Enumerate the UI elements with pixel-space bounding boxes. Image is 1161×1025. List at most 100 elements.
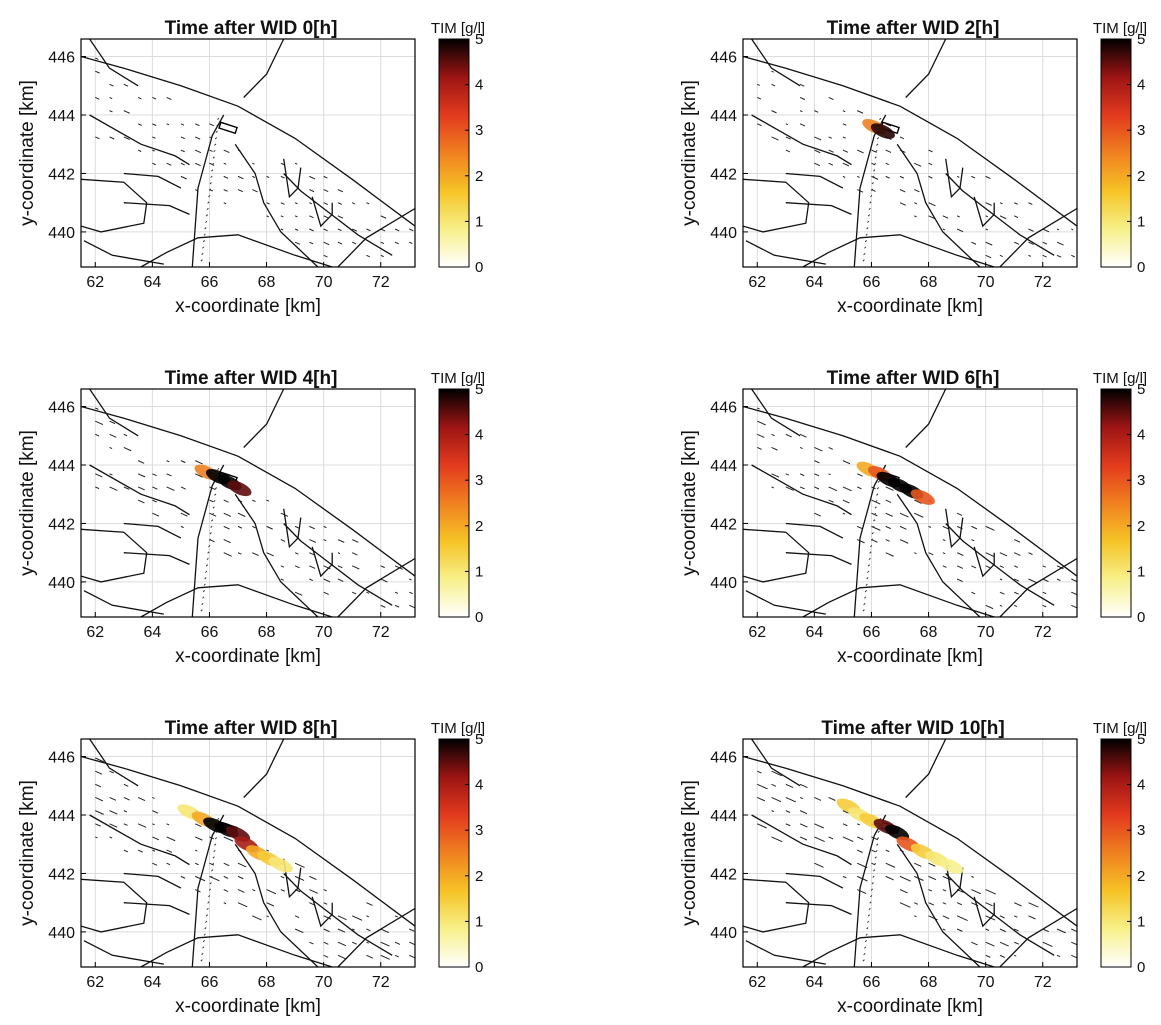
flow-vector <box>280 565 285 568</box>
flow-vector <box>266 849 270 852</box>
harbor-outline <box>743 39 1077 267</box>
flow-vector <box>985 941 995 947</box>
flow-vector <box>871 539 878 543</box>
coastline <box>81 755 415 927</box>
flow-vector <box>394 604 400 608</box>
flow-vector <box>899 136 905 140</box>
flow-vector <box>885 499 892 503</box>
flow-vector <box>337 941 347 947</box>
flow-vector <box>872 525 875 528</box>
flow-vector <box>337 578 344 582</box>
chart-title: Time after WID 10[h] <box>821 718 1004 739</box>
plot-area <box>81 389 415 617</box>
coastline <box>973 546 995 578</box>
flow-vector <box>351 591 357 595</box>
flow-vector <box>866 577 869 580</box>
flow-vector <box>380 254 384 258</box>
coastline <box>945 858 964 899</box>
y-tick-label: 442 <box>710 516 737 533</box>
flow-vector <box>351 565 360 570</box>
coastline <box>243 389 285 448</box>
flow-vector <box>862 959 865 962</box>
coastline <box>337 207 415 267</box>
flow-vector <box>210 175 213 178</box>
y-axis-label: y-coordinate [km] <box>17 780 38 926</box>
plume-point <box>910 489 935 505</box>
flow-vector <box>323 889 327 892</box>
flow-vector <box>999 915 1005 919</box>
flow-vector <box>211 869 214 872</box>
flow-vector <box>166 823 170 826</box>
flow-vector <box>867 920 870 923</box>
x-tick-label: 62 <box>748 974 766 991</box>
flow-vector <box>1013 241 1020 245</box>
flow-vector <box>366 915 369 918</box>
flow-vector <box>928 175 933 179</box>
flow-vector <box>214 143 217 146</box>
colorbar-tick-label: 3 <box>475 122 483 139</box>
flow-vector <box>842 512 846 515</box>
flow-vector <box>109 433 117 438</box>
flow-vector <box>95 407 99 410</box>
colorbar <box>1100 388 1132 618</box>
flow-vector <box>864 590 868 593</box>
coastline <box>785 552 852 565</box>
flow-vector <box>137 97 142 100</box>
y-tick-label: 446 <box>710 50 737 67</box>
coastline <box>81 178 148 233</box>
flow-vector <box>95 797 104 802</box>
flow-vector <box>842 460 851 465</box>
plume-layer <box>194 464 252 497</box>
flow-vector <box>999 591 1005 595</box>
flow-vector <box>999 604 1003 607</box>
y-tick-label: 440 <box>48 575 75 592</box>
flow-vector <box>757 797 766 802</box>
flow-vector <box>885 875 894 881</box>
flow-vector <box>1071 604 1077 609</box>
flow-vector <box>351 552 358 556</box>
flow-vectors <box>757 70 1075 262</box>
flow-vector <box>380 565 385 569</box>
flow-vector <box>928 875 937 881</box>
flow-vector <box>1042 565 1046 568</box>
flow-vector <box>863 602 866 606</box>
flow-vector <box>252 175 256 179</box>
flow-vector <box>217 467 220 471</box>
map-layer <box>81 739 415 967</box>
flow-vector <box>985 215 989 218</box>
flow-vector <box>409 591 413 595</box>
flow-vector <box>856 175 860 178</box>
flow-vectors <box>757 407 1077 612</box>
flow-vector <box>771 770 783 777</box>
flow-vector <box>856 539 865 544</box>
flow-vector <box>867 570 870 573</box>
colorbar-tick-label: 4 <box>475 77 483 94</box>
flow-vector <box>180 175 187 180</box>
flow-vector <box>294 162 298 165</box>
flow-vector <box>1013 902 1022 907</box>
flow-vector <box>956 565 964 569</box>
flow-vector <box>871 149 877 153</box>
flow-vector <box>899 889 908 894</box>
flow-vector <box>394 591 398 594</box>
flow-vector <box>109 83 114 87</box>
coastline <box>337 907 415 967</box>
flow-vector <box>1013 578 1020 582</box>
flow-vector <box>223 149 230 154</box>
flow-vector <box>214 843 217 846</box>
flow-vector <box>985 954 991 958</box>
flow-vector <box>351 941 357 945</box>
flow-vector <box>942 228 946 231</box>
flow-vector <box>799 486 805 490</box>
flow-vector <box>252 552 259 556</box>
flow-vector <box>194 136 201 140</box>
flow-vector <box>95 757 105 763</box>
flow-vector <box>215 130 218 133</box>
flow-vector <box>194 823 202 827</box>
flow-vector <box>152 849 156 852</box>
flow-vector <box>223 162 227 165</box>
axes-frame <box>80 738 416 968</box>
flow-vector <box>862 259 865 262</box>
flow-vector <box>985 254 992 259</box>
flow-vector <box>323 254 328 258</box>
